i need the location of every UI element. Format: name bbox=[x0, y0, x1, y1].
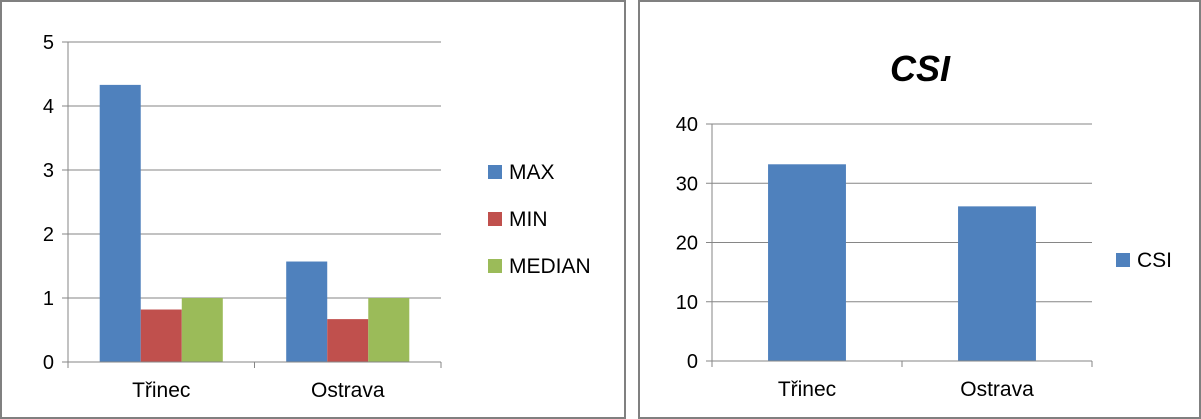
y-tick-label: 30 bbox=[676, 173, 698, 195]
y-tick-label: 40 bbox=[676, 114, 698, 136]
y-tick-label: 0 bbox=[687, 351, 698, 373]
legend-swatch-min bbox=[488, 212, 502, 226]
x-tick-label: Třinec bbox=[778, 378, 836, 401]
y-tick-label: 3 bbox=[43, 160, 54, 182]
y-tick-label: 20 bbox=[676, 233, 698, 255]
legend-label-median: MEDIAN bbox=[509, 255, 591, 278]
legend-swatch-csi bbox=[1116, 253, 1130, 267]
legend-label-min: MIN bbox=[509, 208, 548, 231]
legend-swatch-max bbox=[488, 165, 502, 179]
bar-csi-0 bbox=[768, 164, 846, 361]
legend-label-max: MAX bbox=[509, 161, 555, 184]
chart-title: CSI bbox=[890, 48, 951, 89]
y-tick-label: 5 bbox=[43, 32, 54, 54]
bar-csi-1 bbox=[958, 206, 1036, 361]
bar-chart-max-min-median: 0 1 2 3 4 5 Třinec Ostrava MAX MIN MEDIAN bbox=[43, 32, 591, 402]
bar-min-1 bbox=[327, 319, 369, 362]
x-tick-label: Ostrava bbox=[311, 379, 385, 402]
x-tick-label: Ostrava bbox=[960, 378, 1034, 401]
x-tick-label: Třinec bbox=[132, 379, 190, 402]
bar-median-0 bbox=[181, 298, 223, 362]
bar-max-1 bbox=[286, 261, 328, 362]
y-tick-label: 2 bbox=[43, 224, 54, 246]
bar-min-0 bbox=[140, 309, 182, 362]
y-tick-label: 4 bbox=[43, 96, 54, 118]
legend-label-csi: CSI bbox=[1137, 249, 1172, 272]
y-tick-label: 0 bbox=[43, 352, 54, 374]
bar-max-0 bbox=[99, 84, 141, 362]
y-tick-label: 10 bbox=[676, 292, 698, 314]
bar-chart-csi: CSI 0 10 20 30 40 Třinec Ostrava CSI bbox=[676, 48, 1172, 401]
y-tick-label: 1 bbox=[43, 288, 54, 310]
chart-panel-csi: CSI 0 10 20 30 40 Třinec Ostrava CSI bbox=[638, 0, 1201, 419]
legend-swatch-median bbox=[488, 259, 502, 273]
chart-panel-max-min-median: 0 1 2 3 4 5 Třinec Ostrava MAX MIN MEDIAN bbox=[0, 0, 626, 419]
bar-median-1 bbox=[368, 298, 410, 362]
